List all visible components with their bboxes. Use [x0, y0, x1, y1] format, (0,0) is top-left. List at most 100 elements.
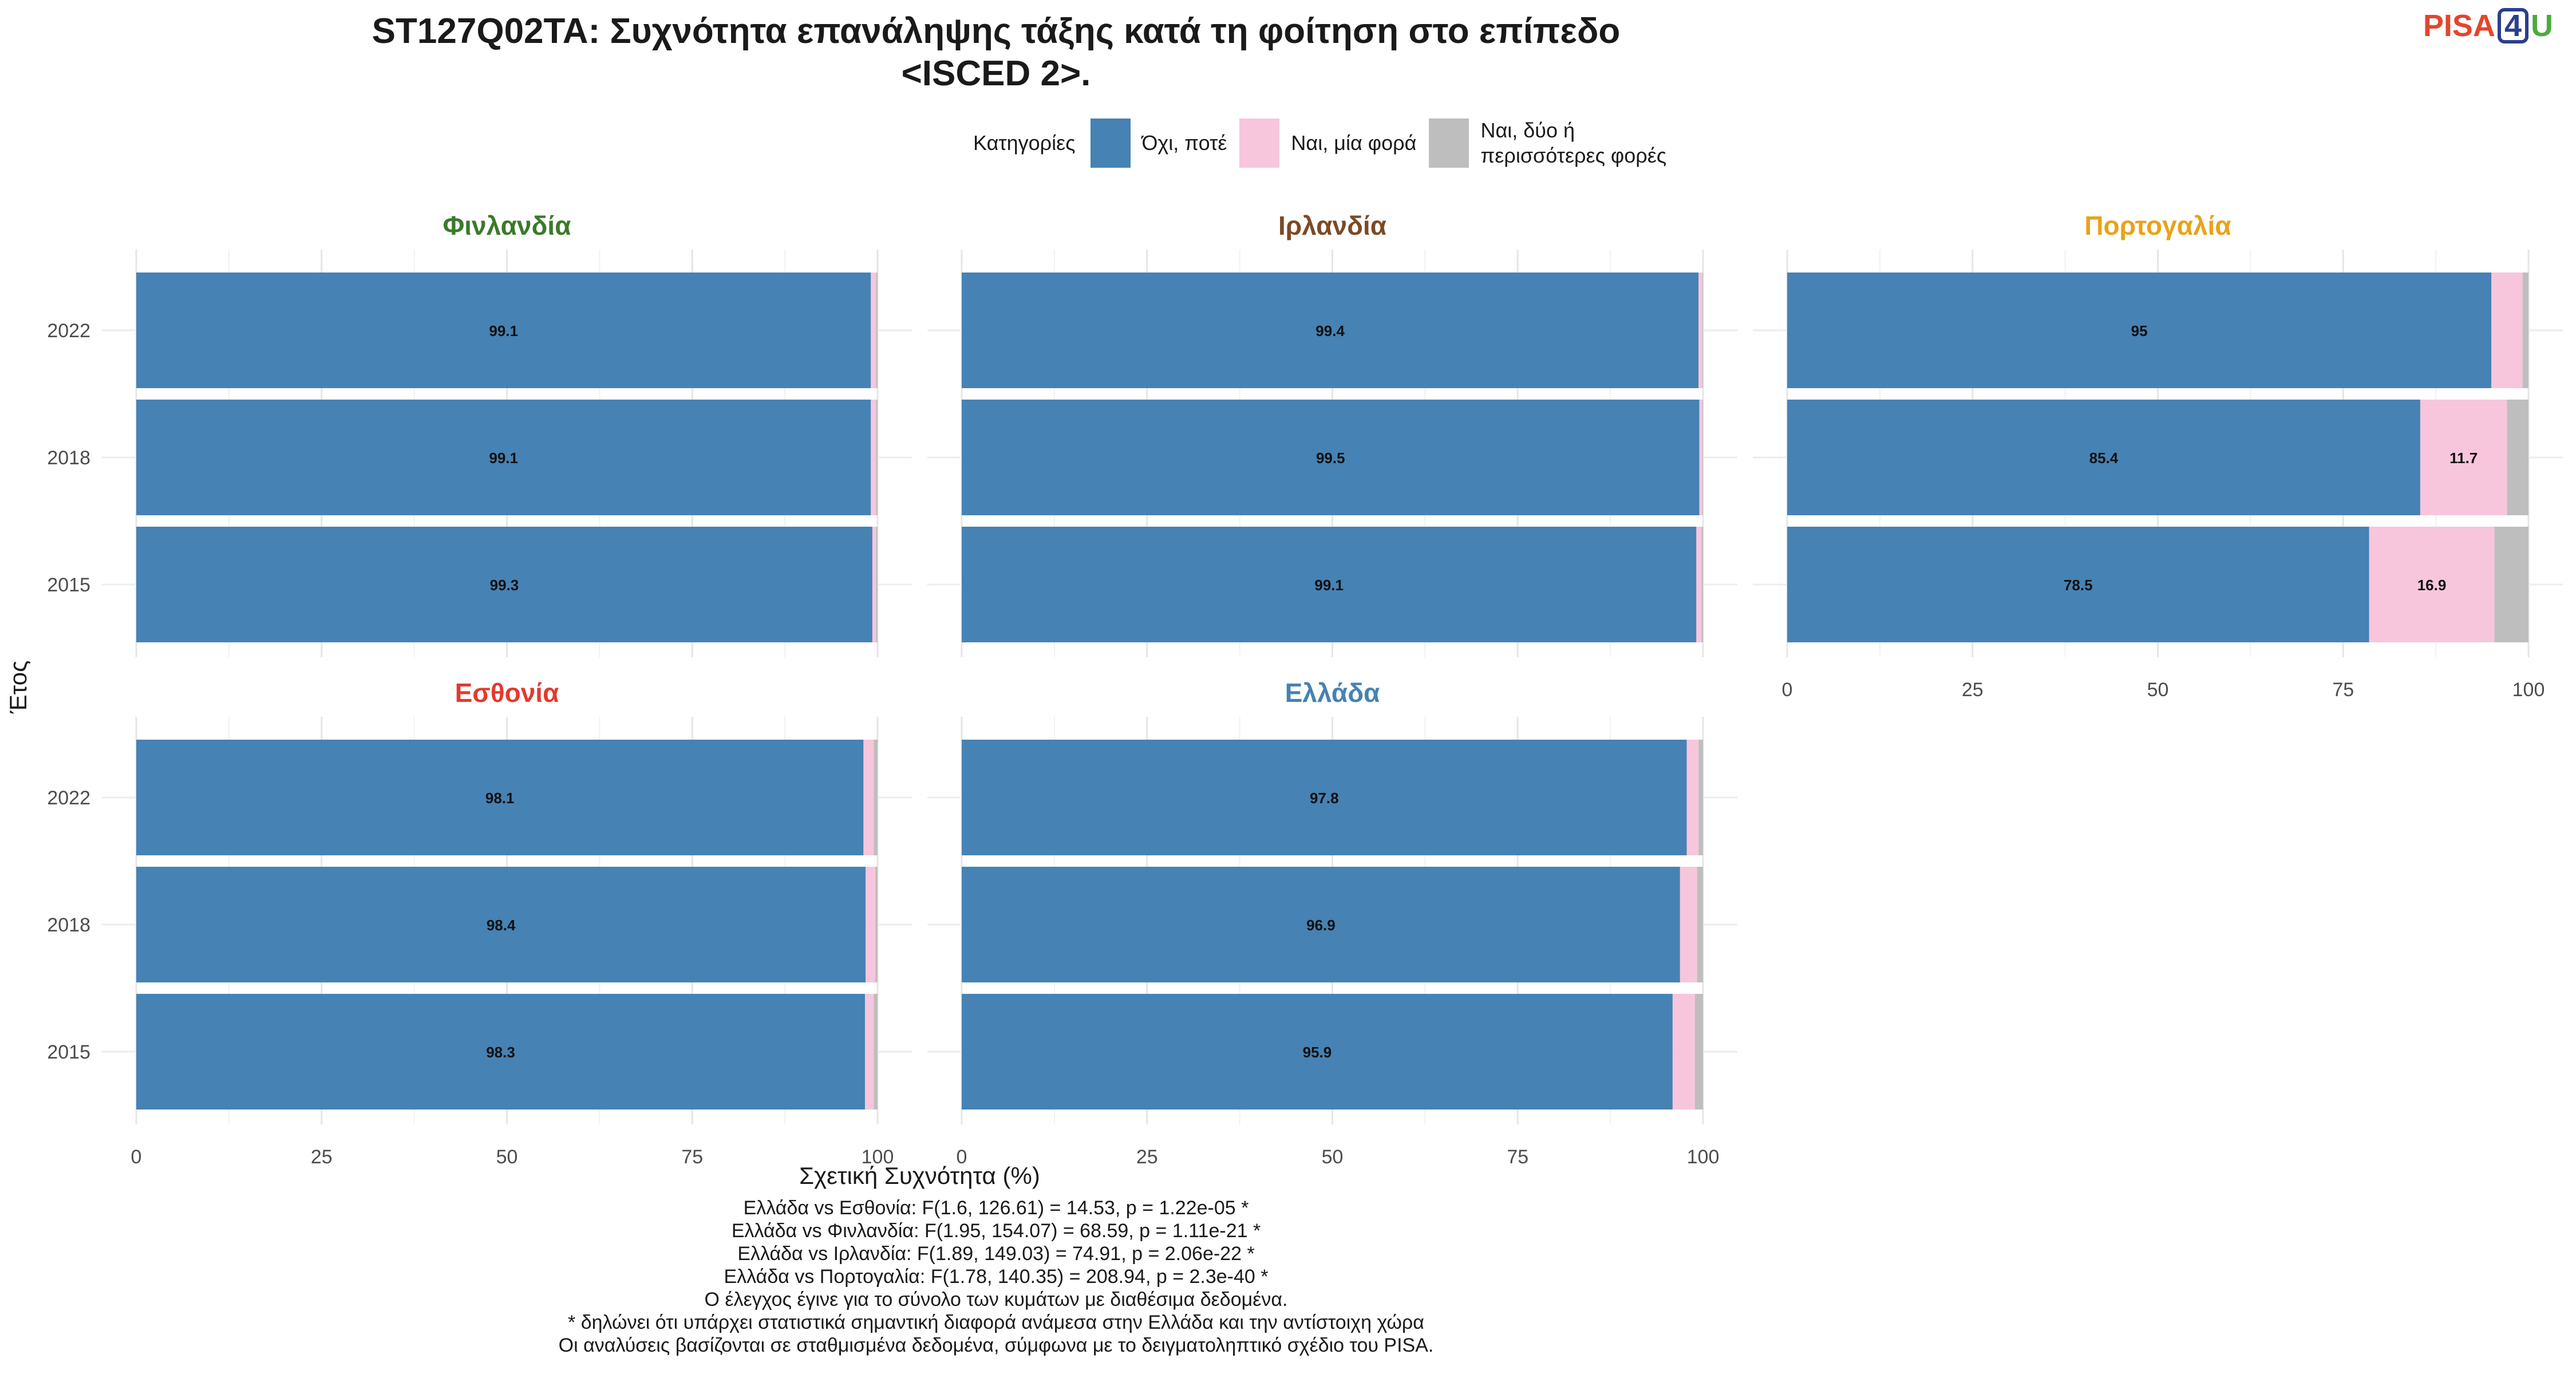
panel-ελλάδα: Ελλάδα 97.8 96.9 95.9 0 25 50 75 100	[927, 678, 1737, 1168]
y-tick-label: 2015	[47, 574, 90, 596]
bar-ιρλανδία-2015-s1	[1696, 527, 1702, 642]
bar-ιρλανδία-2015-s2	[1701, 527, 1703, 642]
bar-ιρλανδία-2018-s0	[962, 400, 1700, 515]
panel-ιρλανδία: Ιρλανδία 99.4 99.5 99.1	[927, 211, 1737, 657]
legend-swatch-once	[1239, 119, 1280, 168]
x-tick-label: 0	[957, 1146, 967, 1168]
y-tick-label: 2015	[47, 1041, 90, 1063]
bar-εσθονία-2022-s1	[863, 740, 874, 855]
bar-ελλάδα-2022-s2	[1698, 740, 1703, 855]
x-tick-label: 0	[131, 1146, 142, 1168]
bar-ιρλανδία-2018-s1	[1699, 400, 1702, 515]
x-axis-title: Σχετική Συχνότητα (%)	[799, 1162, 1040, 1189]
bar-φινλανδία-2018-s0	[136, 400, 871, 515]
data-label: 16.9	[2417, 577, 2447, 594]
panel-title: Πορτογαλία	[2084, 211, 2231, 240]
data-label: 99.4	[1315, 322, 1345, 339]
data-label: 99.1	[489, 449, 518, 467]
legend-item-never: Όχι, ποτέ	[1090, 119, 1227, 168]
data-label: 96.9	[1306, 917, 1336, 934]
x-tick-label: 75	[2332, 679, 2354, 701]
data-label: 98.4	[487, 917, 516, 934]
bar-ελλάδα-2018-s2	[1697, 867, 1703, 982]
panel-title: Ελλάδα	[1285, 678, 1380, 708]
data-label: 11.7	[2449, 449, 2478, 467]
panel-title: Εσθονία	[455, 678, 559, 708]
bar-εσθονία-2018-s2	[875, 867, 878, 982]
bar-φινλανδία-2018-s1	[871, 400, 876, 515]
x-tick-label: 100	[862, 1146, 894, 1168]
bar-εσθονία-2022-s0	[136, 740, 864, 855]
data-label: 97.8	[1310, 789, 1339, 807]
pisa4u-logo: PISA 4 U	[2423, 8, 2553, 44]
y-axis-title: Έτος	[5, 661, 31, 714]
title-line-1: ST127Q02TA: Συχνότητα επανάληψης τάξης κ…	[372, 11, 1621, 51]
panel-πορτογαλία: Πορτογαλία 95 85.4 11.7 78.5 16.9 0 25 50 75 100	[1753, 211, 2563, 701]
x-tick-label: 25	[1136, 1146, 1158, 1168]
logo-text-u: U	[2531, 9, 2553, 43]
bar-πορτογαλία-2018-s1	[2420, 400, 2507, 515]
panel-title: Φινλανδία	[443, 211, 571, 240]
bar-φινλανδία-2015-s0	[136, 527, 872, 642]
bar-ελλάδα-2015-s0	[962, 994, 1673, 1110]
bar-ιρλανδία-2015-s0	[962, 527, 1697, 642]
bar-πορτογαλία-2022-s0	[1787, 273, 2492, 388]
bar-εσθονία-2015-s0	[136, 994, 865, 1110]
data-label: 99.1	[489, 322, 518, 339]
logo-text-four: 4	[2497, 8, 2528, 44]
panel-εσθονία: Εσθονία 2022 98.1 2018 98.4 2015 98.3 0 25 50 75 10…	[47, 678, 912, 1168]
bar-φινλανδία-2022-s0	[136, 273, 871, 388]
bar-φινλανδία-2015-s1	[872, 527, 876, 642]
legend-title: Κατηγορίες	[973, 131, 1076, 155]
data-label: 98.1	[485, 789, 515, 807]
data-label: 78.5	[2064, 577, 2093, 594]
bar-πορτογαλία-2015-s2	[2494, 527, 2528, 642]
x-tick-label: 50	[2147, 679, 2169, 701]
x-tick-label: 100	[1687, 1146, 1720, 1168]
data-label: 99.5	[1316, 449, 1345, 467]
x-tick-label: 75	[1507, 1146, 1528, 1168]
legend: Κατηγορίες Όχι, ποτέ Ναι, μία φορά Ναι, …	[973, 114, 1688, 172]
bar-ελλάδα-2015-s1	[1672, 994, 1695, 1110]
note-line: Ελλάδα vs Πορτογαλία: F(1.78, 140.35) = …	[724, 1266, 1269, 1288]
bar-ελλάδα-2015-s2	[1694, 994, 1703, 1110]
note-line: Οι αναλύσεις βασίζονται σε σταθμισμένα δ…	[558, 1334, 1434, 1356]
y-tick-label: 2018	[47, 914, 90, 936]
y-tick-label: 2022	[47, 787, 90, 809]
note-line: Ο έλεγχος έγινε για το σύνολο των κυμάτω…	[704, 1289, 1288, 1310]
legend-label-once: Ναι, μία φορά	[1291, 131, 1417, 155]
bar-εσθονία-2015-s2	[874, 994, 878, 1110]
bar-ιρλανδία-2022-s2	[1702, 273, 1703, 388]
legend-label-never: Όχι, ποτέ	[1141, 131, 1227, 155]
bar-ιρλανδία-2022-s1	[1698, 273, 1702, 388]
data-label: 95.9	[1303, 1044, 1332, 1061]
panel-φινλανδία: Φινλανδία 2022 99.1 2018 99.1 2015 99.3	[47, 211, 912, 657]
note-line: Ελλάδα vs Φινλανδία: F(1.95, 154.07) = 6…	[731, 1220, 1261, 1242]
bar-πορτογαλία-2015-s1	[2369, 527, 2495, 642]
chart-title: ST127Q02TA: Συχνότητα επανάληψης τάξης κ…	[0, 10, 1992, 95]
legend-swatch-never	[1090, 119, 1131, 168]
title-line-2: <ISCED 2>.	[901, 54, 1091, 93]
x-tick-label: 0	[1782, 679, 1793, 701]
note-line: Ελλάδα vs Ιρλανδία: F(1.89, 149.03) = 74…	[737, 1243, 1255, 1265]
bar-φινλανδία-2022-s1	[871, 273, 876, 388]
x-tick-label: 50	[1322, 1146, 1344, 1168]
bar-ιρλανδία-2018-s2	[1702, 400, 1703, 515]
bar-ελλάδα-2022-s0	[962, 740, 1687, 855]
bar-πορτογαλία-2018-s0	[1787, 400, 2420, 515]
bar-πορτογαλία-2022-s2	[2522, 273, 2528, 388]
x-tick-label: 75	[681, 1146, 703, 1168]
logo-text-pisa: PISA	[2423, 9, 2495, 43]
y-tick-label: 2018	[47, 447, 90, 469]
bar-πορτογαλία-2018-s2	[2507, 400, 2528, 515]
legend-swatch-twice-or-more	[1429, 119, 1469, 168]
panel-title: Ιρλανδία	[1278, 211, 1386, 240]
data-label: 99.3	[490, 577, 519, 594]
legend-item-twice-or-more: Ναι, δύο ή περισσότερες φορές	[1429, 118, 1675, 168]
bar-εσθονία-2022-s2	[874, 740, 878, 855]
bar-εσθονία-2018-s1	[866, 867, 876, 982]
bar-πορτογαλία-2015-s0	[1787, 527, 2369, 642]
bar-πορτογαλία-2022-s1	[2491, 273, 2523, 388]
bar-εσθονία-2015-s1	[864, 994, 874, 1110]
